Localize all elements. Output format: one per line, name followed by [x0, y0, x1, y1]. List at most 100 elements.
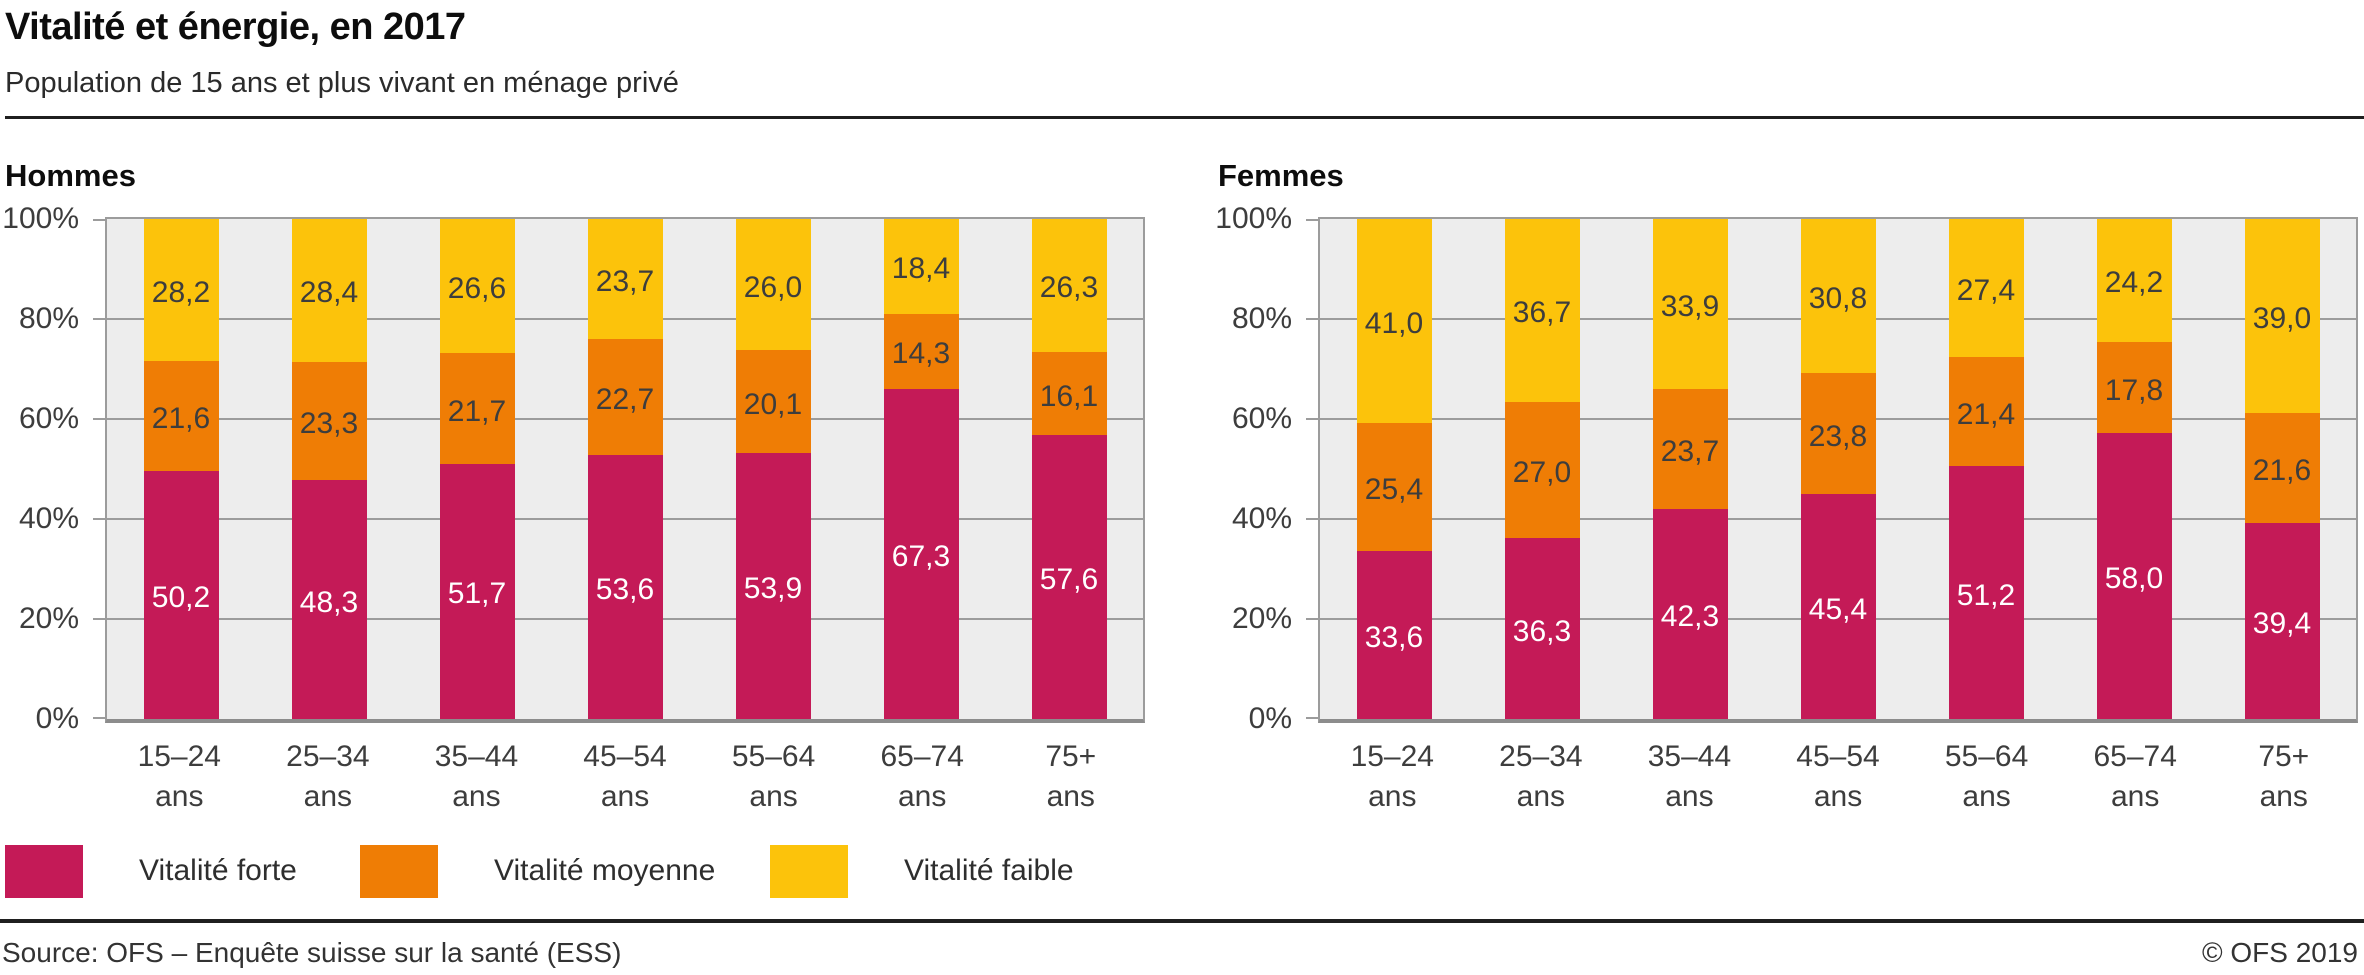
stacked-bar-15-24-ans: 28,2 21,6 50,2: [143, 219, 219, 719]
bar-segment-vitalité-faible: 30,8: [1800, 219, 1876, 374]
chart-area-femmes: 100% 80% 60% 40% 20% 0% 41,0 25,4 33,6 36,7 27,0 3…: [1215, 202, 2358, 735]
charts-row: Hommes 100% 80% 60% 40% 20% 0% 28,2 21,6 50,2 28…: [0, 157, 2364, 899]
bar-value-label: 51,2: [1956, 578, 2016, 612]
age-range-label: 45–54: [1796, 740, 1880, 773]
legend-item-vitalite-forte: Vitalité forte: [5, 844, 360, 898]
bar-value-label: 53,9: [743, 572, 803, 606]
bar-value-label: 33,6: [1364, 621, 1424, 655]
bar-value-label: 27,0: [1512, 455, 1572, 489]
bar-value-label: 23,3: [299, 407, 359, 441]
bar-value-label: 21,6: [2252, 454, 2312, 488]
axis-tick-0: [1306, 717, 1318, 719]
bar-segment-vitalité-forte: 51,7: [439, 463, 515, 719]
legend-label-vitalite-forte: Vitalité forte: [139, 854, 297, 887]
plot-hommes: 28,2 21,6 50,2 28,4 23,3 48,3 26,6 21,7 51,7 23,7…: [93, 217, 1145, 723]
bar-segment-vitalité-forte: 36,3: [1504, 538, 1580, 719]
axis-tick-20: [1306, 618, 1318, 620]
stacked-bar-35-44-ans: 26,6 21,7 51,7: [439, 219, 515, 719]
age-unit-label: ans: [1813, 780, 1863, 813]
bar-value-label: 39,0: [2252, 301, 2312, 335]
axis-tick-80: [93, 318, 105, 320]
x-axis-label-75+: 75+ ans: [996, 737, 1145, 817]
axis-tick-100: [93, 219, 105, 221]
age-unit-label: ans: [600, 780, 650, 813]
x-axis-label-75+: 75+ ans: [2209, 737, 2358, 817]
age-range-label: 35–44: [1647, 740, 1732, 773]
y-axis-label-100: 100%: [1215, 202, 1292, 235]
axis-tick-80: [1306, 318, 1318, 320]
x-axis-label-15-24: 15–24 ans: [1318, 737, 1467, 817]
bar-value-label: 28,4: [299, 276, 359, 310]
bar-value-label: 33,9: [1660, 289, 1720, 323]
y-axis-label-20: 20%: [18, 602, 79, 635]
stacked-bar-65-74-ans: 24,2 17,8 58,0: [2096, 219, 2172, 719]
bar-segment-vitalité-faible: 36,7: [1504, 219, 1580, 402]
page-subtitle: Population de 15 ans et plus vivant en m…: [5, 67, 679, 99]
bar-segment-vitalité-moyenne: 27,0: [1504, 401, 1580, 539]
footer-divider: [0, 919, 2364, 923]
bar-segment-vitalité-moyenne: 21,7: [439, 353, 515, 464]
bar-value-label: 45,4: [1808, 592, 1868, 626]
bar-value-label: 26,3: [1039, 271, 1099, 305]
bar-segment-vitalité-forte: 53,9: [735, 453, 811, 719]
axis-tick-40: [93, 518, 105, 520]
legend-swatch-vitalite-forte: [5, 844, 83, 898]
age-range-label: 55–64: [1944, 740, 2029, 773]
age-range-label: 45–54: [583, 740, 667, 773]
legend-item-vitalite-faible: Vitalité faible: [770, 844, 1074, 898]
axis-tick-0: [93, 717, 105, 719]
age-unit-label: ans: [2110, 780, 2160, 813]
legend-swatch-vitalite-moyenne: [360, 844, 438, 898]
y-axis-label-60: 60%: [1231, 402, 1292, 435]
axis-tick-100: [1306, 219, 1318, 221]
bar-value-label: 22,7: [595, 382, 655, 416]
age-range-label: 35–44: [434, 740, 519, 773]
stacked-bar-35-44-ans: 33,9 23,7 42,3: [1652, 219, 1728, 719]
x-axis-label-35-44: 35–44 ans: [402, 737, 551, 817]
bar-value-label: 50,2: [151, 581, 211, 615]
bar-segment-vitalité-faible: 26,6: [439, 219, 515, 354]
bar-value-label: 48,3: [299, 585, 359, 619]
stacked-bar-15-24-ans: 41,0 25,4 33,6: [1356, 219, 1432, 719]
axis-tick-60: [1306, 418, 1318, 420]
bar-value-label: 21,4: [1956, 397, 2016, 431]
axis-tick-60: [93, 418, 105, 420]
stacked-bar-75+-ans: 39,0 21,6 39,4: [2244, 219, 2320, 719]
bar-segment-vitalité-forte: 67,3: [883, 388, 959, 719]
age-range-label: 75+: [1045, 740, 1097, 773]
stacked-bar-45-54-ans: 30,8 23,8 45,4: [1800, 219, 1876, 719]
page-title: Vitalité et énergie, en 2017: [5, 6, 466, 48]
bar-value-label: 39,4: [2252, 607, 2312, 641]
y-axis-label-100: 100%: [2, 202, 79, 235]
age-unit-label: ans: [897, 780, 947, 813]
bar-value-label: 18,4: [891, 252, 951, 286]
age-unit-label: ans: [749, 780, 798, 813]
bar-segment-vitalité-moyenne: 17,8: [2096, 341, 2172, 434]
legend-label-vitalite-moyenne: Vitalité moyenne: [494, 854, 716, 887]
bar-value-label: 36,3: [1512, 614, 1572, 648]
stacked-bar-45-54-ans: 23,7 22,7 53,6: [587, 219, 663, 719]
bar-segment-vitalité-faible: 26,3: [1031, 219, 1107, 352]
chart-title-hommes: Hommes: [5, 158, 136, 193]
age-unit-label: ans: [1516, 780, 1566, 813]
bar-segment-vitalité-moyenne: 21,6: [143, 360, 219, 472]
x-axis-label-15-24: 15–24 ans: [105, 737, 254, 817]
age-range-label: 65–74: [880, 740, 964, 773]
bar-value-label: 51,7: [447, 577, 507, 611]
bar-value-label: 36,7: [1512, 296, 1572, 330]
bar-segment-vitalité-forte: 50,2: [143, 471, 219, 719]
y-axis-label-80: 80%: [1231, 302, 1292, 335]
x-axis-label-25-34: 25–34 ans: [1467, 737, 1616, 817]
y-axis-label-80: 80%: [18, 302, 79, 335]
y-axis-label-0: 0%: [1248, 702, 1292, 735]
copyright-note: © OFS 2019: [2201, 937, 2358, 968]
y-axis-label-60: 60%: [18, 402, 79, 435]
stacked-bar-75+-ans: 26,3 16,1 57,6: [1031, 219, 1107, 719]
age-unit-label: ans: [452, 780, 501, 813]
stacked-bar-55-64-ans: 26,0 20,1 53,9: [735, 219, 811, 719]
chart-title-femmes: Femmes: [1218, 158, 1344, 193]
bar-value-label: 24,2: [2104, 266, 2164, 300]
bar-segment-vitalité-faible: 28,2: [143, 219, 219, 361]
bar-value-label: 28,2: [151, 275, 211, 309]
bar-segment-vitalité-forte: 58,0: [2096, 433, 2172, 719]
